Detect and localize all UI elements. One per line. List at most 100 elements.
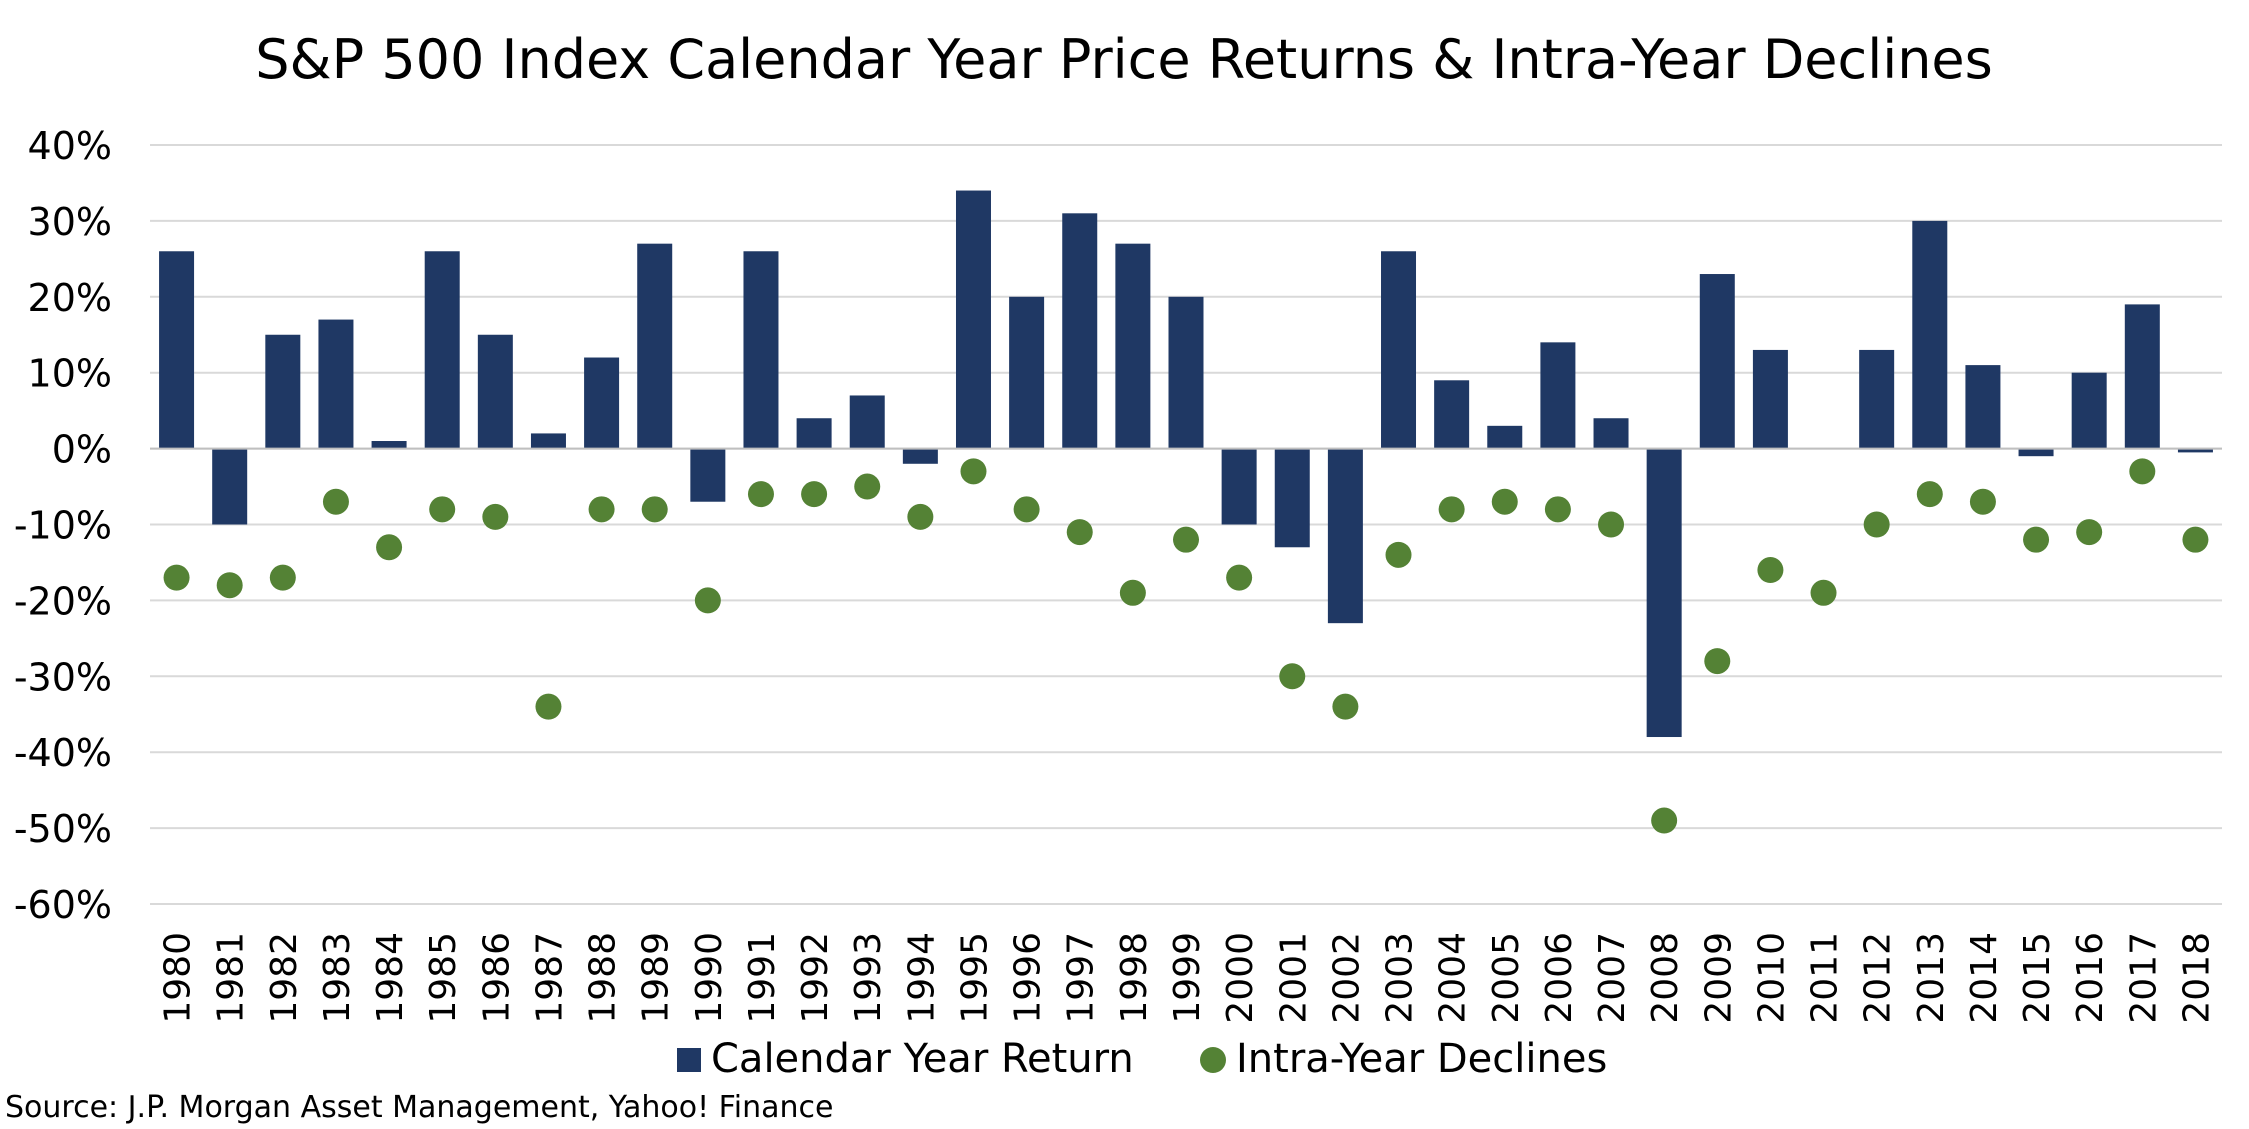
dot-1981: [216, 572, 243, 599]
x-tick-label: 2003: [1380, 932, 1421, 1024]
bar-1985: [424, 251, 460, 449]
bar-1995: [955, 190, 991, 449]
y-tick-label: -60%: [14, 883, 112, 927]
x-tick-label: 2006: [1539, 932, 1580, 1024]
legend-dot-label: Intra-Year Declines: [1236, 1036, 1607, 1082]
bar-1990: [690, 448, 726, 502]
x-tick-label: 1981: [211, 932, 252, 1024]
bar-2000: [1221, 448, 1257, 525]
y-tick-label: -40%: [14, 731, 112, 775]
x-tick-label: 1989: [636, 932, 677, 1024]
dot-1989: [641, 496, 668, 523]
dot-2014: [1969, 488, 1996, 515]
dot-1987: [535, 693, 562, 720]
bar-2005: [1487, 425, 1523, 449]
dot-2010: [1757, 557, 1784, 584]
dot-1995: [960, 458, 987, 485]
bar-2014: [1965, 365, 2001, 449]
bar-2018: [2177, 448, 2213, 453]
bar-1992: [796, 418, 832, 449]
dot-1985: [429, 496, 456, 523]
dot-2008: [1651, 807, 1678, 834]
bar-1983: [318, 319, 354, 449]
dot-1998: [1119, 579, 1146, 606]
bar-1986: [477, 334, 513, 449]
x-tick-label: 2011: [1805, 932, 1846, 1024]
dot-2015: [2023, 526, 2050, 553]
x-tick-label: 1993: [848, 932, 889, 1024]
dot-1997: [1066, 519, 1093, 546]
x-axis-tick-labels: 1980 1981 1982 1983 1984 1985 1986 1987 1988 1989…: [158, 932, 2218, 1024]
bar-1998: [1115, 243, 1151, 449]
dot-1999: [1173, 526, 1199, 553]
dot-1990: [694, 587, 721, 614]
bar-1980: [159, 251, 195, 449]
dot-2002: [1332, 693, 1359, 720]
dot-2000: [1226, 564, 1253, 591]
bar-2017: [2124, 304, 2160, 449]
dot-2001: [1279, 663, 1306, 690]
bar-2012: [1859, 349, 1895, 449]
bar-2003: [1381, 251, 1417, 449]
legend: Calendar Year Return Intra-Year Declines: [677, 1036, 1607, 1082]
dot-2005: [1491, 488, 1518, 515]
x-tick-label: 2014: [1964, 932, 2005, 1024]
x-tick-label: 2017: [2123, 932, 2164, 1024]
bar-1993: [849, 395, 885, 449]
bar-2002: [1327, 448, 1363, 624]
x-tick-label: 1996: [1008, 932, 1049, 1024]
legend-dot-swatch: [1200, 1047, 1226, 1073]
dot-1980: [163, 564, 190, 591]
gridlines: [150, 144, 2222, 905]
dot-1983: [322, 488, 349, 515]
x-tick-label: 1983: [317, 932, 358, 1024]
dot-2009: [1704, 648, 1731, 675]
dot-1994: [907, 503, 934, 530]
bar-1981: [212, 448, 248, 525]
bar-1999: [1168, 296, 1204, 449]
dot-1984: [376, 534, 403, 561]
dot-series: [163, 458, 2209, 834]
dot-2016: [2076, 519, 2103, 546]
dot-1988: [588, 496, 615, 523]
x-tick-label: 1997: [1061, 932, 1102, 1024]
dot-1986: [482, 503, 509, 530]
x-tick-label: 2007: [1592, 932, 1633, 1024]
bar-1994: [902, 448, 938, 464]
dot-1982: [269, 564, 296, 591]
dot-1993: [854, 473, 881, 500]
dot-2018: [2182, 526, 2209, 553]
x-tick-label: 1987: [529, 932, 570, 1024]
y-tick-label: 20%: [28, 276, 112, 320]
x-tick-label: 2000: [1220, 932, 1261, 1024]
bar-1988: [584, 357, 620, 449]
bar-1996: [1009, 296, 1045, 449]
x-tick-label: 1982: [264, 932, 305, 1024]
y-tick-label: 0%: [52, 428, 112, 472]
x-tick-label: 1995: [954, 932, 995, 1024]
y-tick-label: -50%: [14, 807, 112, 851]
bar-1987: [530, 433, 566, 449]
bar-2016: [2071, 372, 2107, 449]
bar-1991: [743, 251, 779, 449]
bar-1984: [371, 441, 407, 449]
dot-2011: [1810, 579, 1837, 606]
bar-2008: [1646, 448, 1682, 738]
y-axis-tick-labels: 40% 30% 20% 10% 0% -10% -20% -30% -40% -50% -60%: [14, 124, 112, 927]
x-tick-label: 1994: [901, 932, 942, 1024]
x-tick-label: 2001: [1273, 932, 1314, 1024]
x-tick-label: 1990: [689, 932, 730, 1024]
bar-2009: [1699, 274, 1735, 449]
y-tick-label: -20%: [14, 579, 112, 623]
chart-title: S&P 500 Index Calendar Year Price Return…: [255, 28, 1993, 91]
legend-bar-swatch: [677, 1048, 701, 1072]
x-tick-label: 1991: [742, 932, 783, 1024]
x-tick-label: 2015: [2017, 932, 2058, 1024]
x-tick-label: 2008: [1645, 932, 1686, 1024]
x-tick-label: 2018: [2176, 932, 2217, 1024]
dot-1996: [1013, 496, 1040, 523]
dot-2006: [1544, 496, 1571, 523]
bar-1997: [1062, 213, 1098, 449]
